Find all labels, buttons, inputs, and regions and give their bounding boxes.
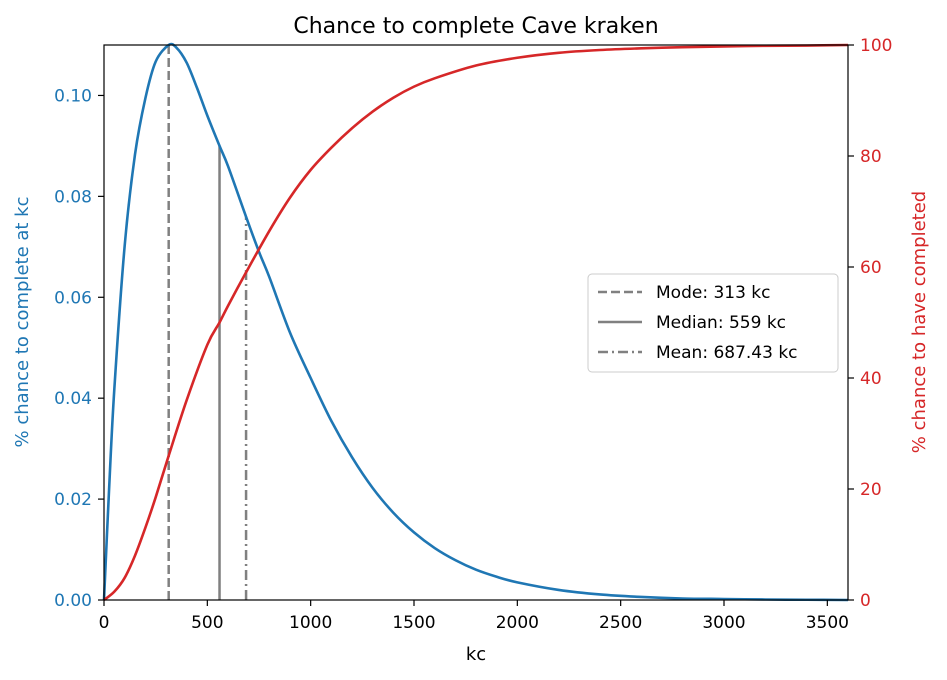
x-tick-label: 3500 <box>806 613 849 633</box>
x-tick-label: 2000 <box>496 613 539 633</box>
legend-mode-label: Mode: 313 kc <box>656 283 771 303</box>
series-line-chance-at-kc <box>102 42 849 602</box>
y-right-tick-label: 0 <box>860 591 871 611</box>
legend-mean-label: Mean: 687.43 kc <box>656 343 798 363</box>
y-left-tick-label: 0.04 <box>54 389 92 409</box>
x-axis-label: kc <box>466 644 486 665</box>
y-right-tick-label: 80 <box>860 147 882 167</box>
y-left-tick-label: 0.02 <box>54 490 92 510</box>
y-left-tick-label: 0.10 <box>54 86 92 106</box>
y-left-tick-label: 0.08 <box>54 187 92 207</box>
y-left-tick-label: 0.00 <box>54 591 92 611</box>
chart-title: Chance to complete Cave kraken <box>293 14 658 39</box>
y-right-tick-label: 40 <box>860 369 882 389</box>
y-axis-left-label: % chance to complete at kc <box>12 197 33 448</box>
y-right-tick-label: 20 <box>860 480 882 500</box>
legend: Mode: 313 kc Median: 559 kc Mean: 687.43… <box>587 273 839 373</box>
series-line-cumulative <box>103 43 849 602</box>
y-left-tick-label: 0.06 <box>54 288 92 308</box>
x-tick-label: 500 <box>191 613 223 633</box>
y-right-tick-label: 60 <box>860 258 882 278</box>
x-tick-label: 2500 <box>599 613 642 633</box>
x-tick-label: 1500 <box>392 613 435 633</box>
plot-frame <box>103 44 849 601</box>
x-tick-label: 0 <box>99 613 110 633</box>
y-right-tick-label: 100 <box>860 36 892 56</box>
x-tick-label: 3000 <box>702 613 745 633</box>
legend-median-label: Median: 559 kc <box>656 313 786 333</box>
y-axis-right-label: % chance to have completed <box>909 191 930 453</box>
x-tick-label: 1000 <box>289 613 332 633</box>
legend-box <box>587 273 839 373</box>
